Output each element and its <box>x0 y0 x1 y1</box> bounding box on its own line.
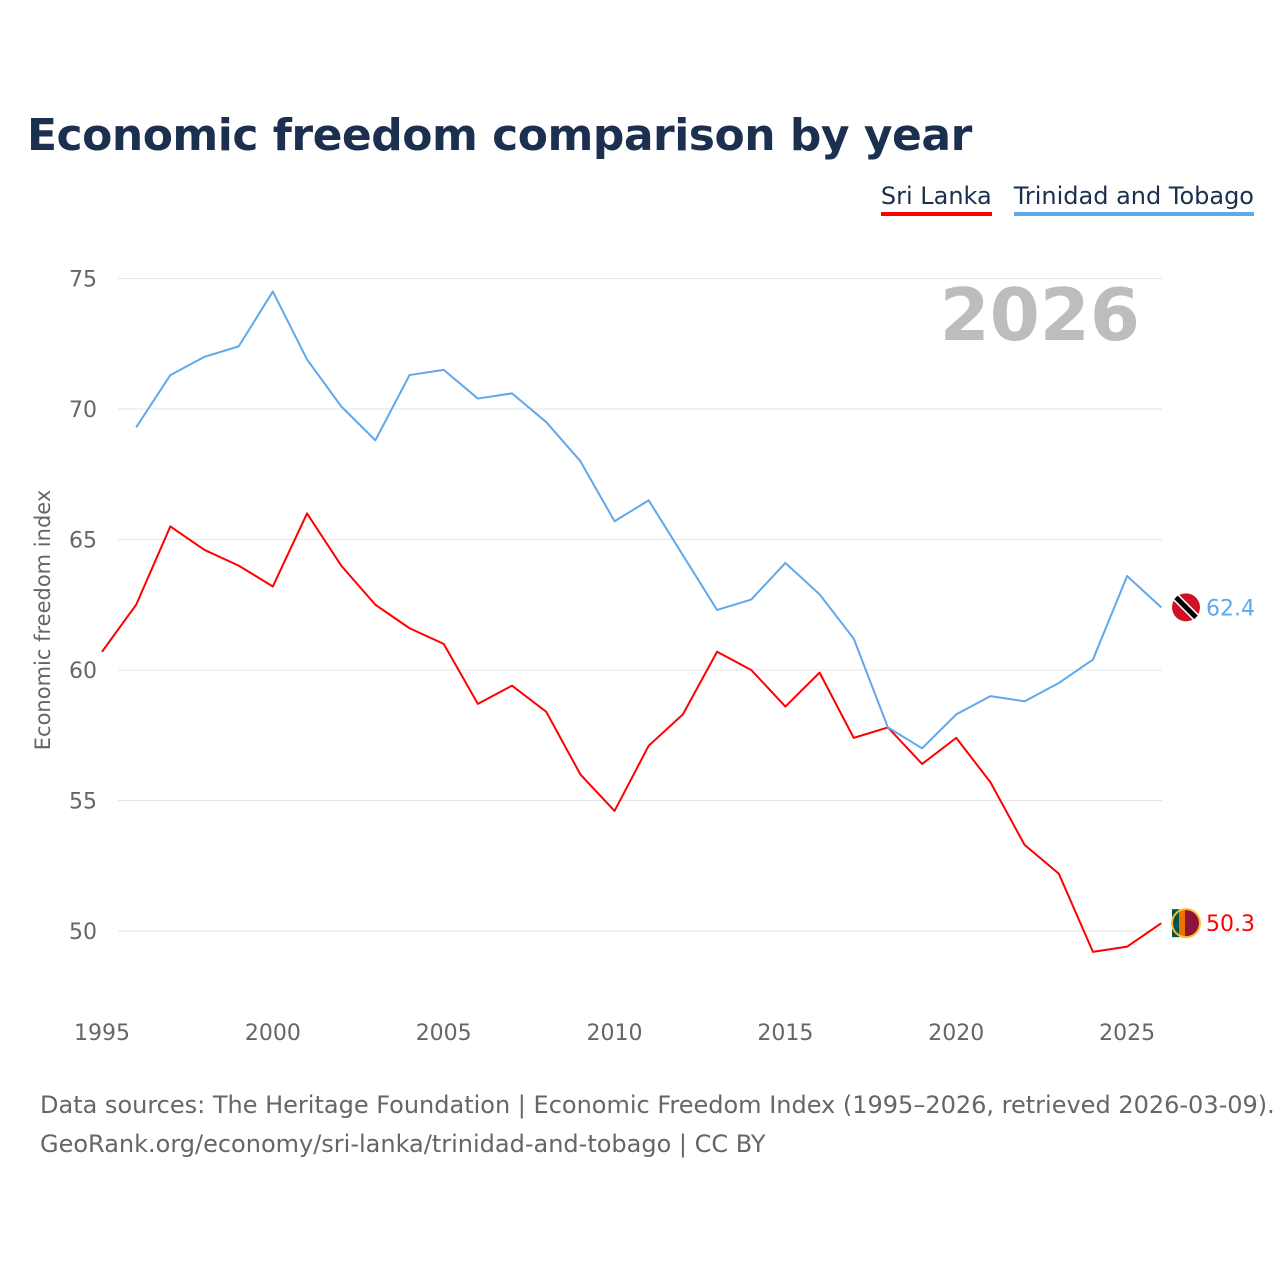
end-value-label: 50.3 <box>1206 912 1255 937</box>
y-tick-label: 55 <box>69 790 97 815</box>
footer-sources: Data sources: The Heritage Foundation | … <box>40 1091 1275 1119</box>
x-tick-label: 2010 <box>587 1021 643 1046</box>
footer: Data sources: The Heritage Foundation | … <box>40 1086 1275 1164</box>
series-line-trinidad-and-tobago <box>135 290 1162 750</box>
legend: Sri Lanka Trinidad and Tobago <box>880 182 1254 216</box>
year-watermark: 2026 <box>940 273 1140 357</box>
x-tick-label: 1995 <box>74 1021 130 1046</box>
flag-stripe <box>1179 909 1185 938</box>
y-axis-label: Economic freedom index <box>31 490 55 751</box>
legend-trinidad-and-tobago[interactable]: Trinidad and Tobago <box>1013 182 1254 216</box>
x-tick-label: 2025 <box>1099 1021 1155 1046</box>
y-tick-label: 70 <box>69 398 97 423</box>
end-value-label: 62.4 <box>1206 596 1255 621</box>
x-tick-label: 2015 <box>757 1021 813 1046</box>
flag-stripe <box>1172 909 1179 938</box>
y-tick-label: 60 <box>69 659 97 684</box>
flag-stripe <box>1174 595 1198 620</box>
footer-link[interactable]: GeoRank.org/economy/sri-lanka/trinidad-a… <box>40 1130 766 1158</box>
y-tick-label: 75 <box>69 268 97 293</box>
legend-sri-lanka[interactable]: Sri Lanka <box>880 182 992 216</box>
series-line-sri-lanka <box>101 512 1162 953</box>
y-tick-label: 50 <box>69 920 97 945</box>
chart-title: Economic freedom comparison by year <box>27 110 972 161</box>
x-tick-label: 2000 <box>245 1021 301 1046</box>
x-tick-label: 2005 <box>416 1021 472 1046</box>
y-tick-label: 65 <box>69 529 97 554</box>
flag-border <box>1171 908 1201 939</box>
x-tick-label: 2020 <box>928 1021 984 1046</box>
